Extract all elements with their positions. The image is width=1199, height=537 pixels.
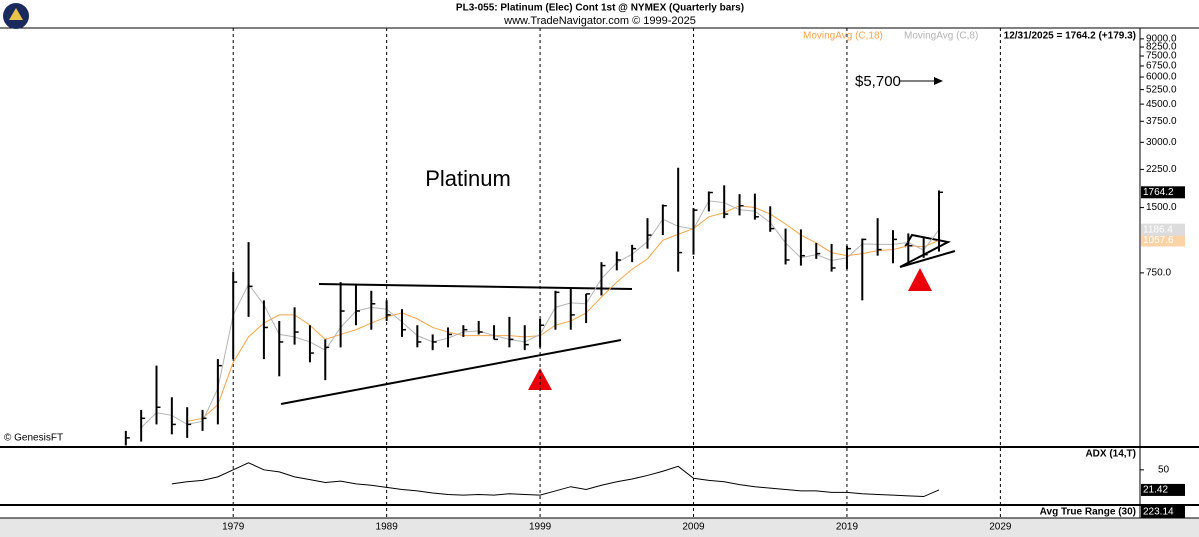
y-tick-label: 6750.0 <box>1146 61 1177 72</box>
annotation: $5,700 <box>855 73 901 90</box>
value-tag <box>1141 506 1185 518</box>
pane-title: Avg True Range (30) <box>1040 507 1136 518</box>
value-tag <box>1141 186 1185 199</box>
y-tick-label: 1500.0 <box>1146 202 1177 213</box>
legend-entry: MovingAvg (C,18) <box>803 31 883 42</box>
series-line <box>187 205 940 422</box>
y-tick-label: 5250.0 <box>1146 84 1177 95</box>
legend-entry: MovingAvg (C,8) <box>904 31 978 42</box>
value-tag-label: 1057.6 <box>1143 235 1174 246</box>
y-tick-label: 6000.0 <box>1146 72 1177 83</box>
trendline <box>318 283 633 290</box>
y-tick-label: 8250.0 <box>1146 42 1177 53</box>
y-tick-label: 4500.0 <box>1146 99 1177 110</box>
value-tag-label: 1764.2 <box>1143 187 1174 198</box>
y-tick-label: 2250.0 <box>1146 164 1177 175</box>
value-tag-label: 223.14 <box>1143 507 1174 518</box>
x-tick-label: 1979 <box>222 522 245 533</box>
chart-subtitle: www.TradeNavigator.com © 1999-2025 <box>503 15 696 27</box>
x-axis-band <box>0 518 1199 537</box>
annotation: Platinum <box>425 166 511 191</box>
status: 12/31/2025 = 1764.2 (+179.3) <box>1004 31 1136 42</box>
pane-title: ADX (14,T) <box>1085 449 1136 460</box>
value-tag <box>1141 223 1185 236</box>
y-tick-label: 9000.0 <box>1146 33 1177 44</box>
value-tag-label: 21.42 <box>1143 485 1168 496</box>
buy-marker <box>528 368 552 390</box>
y-tick-label: 50 <box>1158 464 1170 475</box>
x-tick-label: 1989 <box>376 522 399 533</box>
y-tick-label: 7500.0 <box>1146 51 1177 62</box>
value-tag-label: 1186.4 <box>1143 224 1173 235</box>
x-tick-label: 2009 <box>682 522 705 533</box>
buy-marker <box>908 268 932 291</box>
y-tick-label: 3000.0 <box>1146 137 1177 148</box>
y-tick-label: 3750.0 <box>1146 116 1177 127</box>
value-tag <box>1141 234 1185 247</box>
x-tick-label: 1999 <box>529 522 552 533</box>
series-line <box>171 462 940 498</box>
trendline <box>280 339 622 405</box>
source: © GenesisFT <box>4 433 63 444</box>
value-tag <box>1141 483 1185 496</box>
x-tick-label: 2019 <box>836 522 859 533</box>
x-tick-label: 2029 <box>989 522 1012 533</box>
chart-title: PL3-055: Platinum (Elec) Cont 1st @ NYME… <box>456 3 744 14</box>
arrow-head <box>934 77 943 85</box>
y-tick-label: 750.0 <box>1146 267 1171 278</box>
logo-mark <box>9 8 23 20</box>
